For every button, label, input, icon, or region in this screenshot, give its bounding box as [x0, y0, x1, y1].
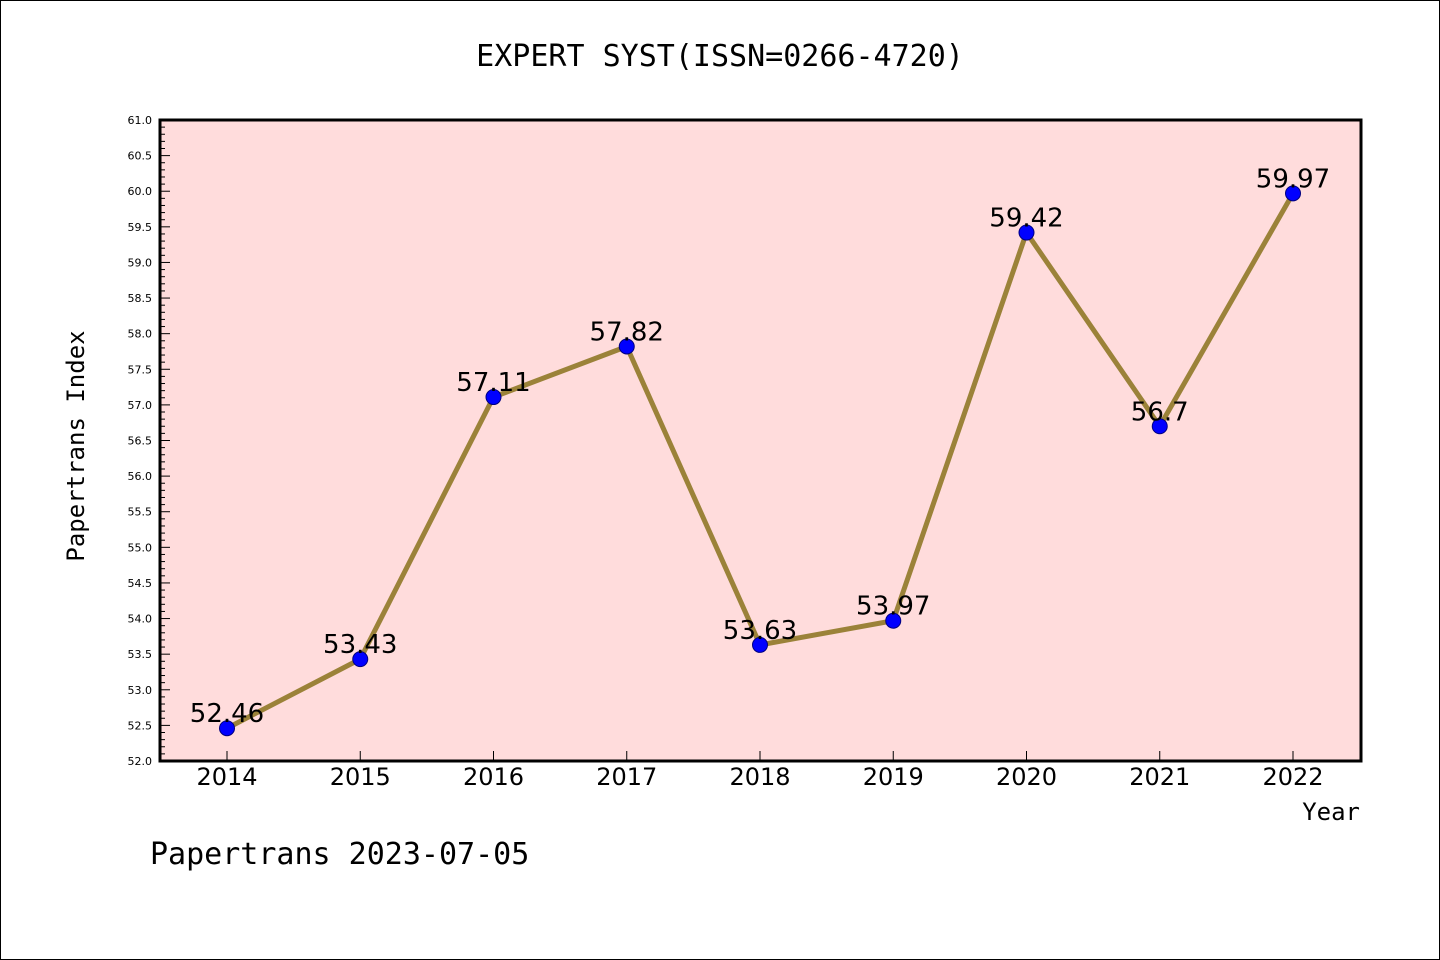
data-label: 52.46 [190, 699, 264, 729]
y-tick-label: 53.5 [128, 648, 153, 661]
data-label: 53.97 [856, 592, 930, 622]
plot-area [160, 120, 1361, 761]
y-tick-label: 56.5 [128, 435, 153, 448]
y-tick-label: 59.5 [128, 221, 153, 234]
data-point [618, 338, 635, 355]
y-tick-label: 56.0 [128, 470, 153, 483]
data-label: 59.42 [989, 204, 1063, 234]
x-tick-label: 2015 [330, 763, 391, 791]
data-labels: 52.46 53.43 57.11 57.82 53.63 53.97 59.42 56.7 5… [190, 164, 1330, 729]
data-point [752, 636, 768, 653]
y-tick-label: 52.0 [128, 755, 153, 768]
x-axis-label: Year [1302, 798, 1360, 826]
data-point [1285, 185, 1301, 202]
y-tick-label: 60.0 [128, 185, 153, 198]
data-label: 53.63 [723, 616, 797, 646]
y-tick-label: 53.0 [128, 684, 153, 697]
y-tick-label: 57.5 [128, 363, 153, 376]
y-tick-label: 54.0 [128, 613, 153, 626]
y-tick-label: 60.5 [128, 150, 153, 163]
y-axis-ticks: 52.0 52.5 53.0 53.5 54.0 54.5 55.0 55.5 56.0 56.5… [128, 114, 170, 768]
data-point [1151, 418, 1168, 435]
x-tick-label: 2021 [1129, 763, 1190, 791]
y-tick-label: 57.0 [128, 399, 153, 412]
footer-date-stamp: Papertrans 2023-07-05 [150, 837, 529, 872]
y-tick-label: 58.0 [128, 328, 153, 341]
y-axis-label: Papertrans Index [62, 330, 90, 561]
y-tick-label: 54.5 [128, 577, 153, 590]
x-tick-label: 2017 [596, 763, 657, 791]
data-point [219, 720, 235, 737]
x-tick-label: 2016 [463, 763, 524, 791]
data-point [1018, 224, 1035, 241]
data-label: 59.97 [1256, 164, 1330, 194]
data-point [485, 389, 502, 406]
y-tick-label: 58.5 [128, 292, 153, 305]
y-tick-label: 52.5 [128, 719, 153, 732]
y-tick-label: 61.0 [128, 114, 153, 127]
x-tick-label: 2019 [863, 763, 924, 791]
x-axis-ticks: 2014 2015 2016 2017 2018 2019 2020 2021 2022 [196, 751, 1324, 791]
data-label: 57.11 [456, 368, 530, 398]
data-point [352, 651, 369, 668]
x-tick-label: 2014 [196, 763, 257, 791]
data-point [885, 612, 902, 629]
y-tick-label: 59.0 [128, 256, 153, 269]
data-label: 53.43 [323, 630, 397, 660]
y-tick-label: 55.0 [128, 541, 153, 554]
x-tick-label: 2018 [729, 763, 790, 791]
x-tick-label: 2022 [1262, 763, 1323, 791]
x-tick-label: 2020 [996, 763, 1057, 791]
data-label: 56.7 [1131, 397, 1189, 427]
y-tick-label: 55.5 [128, 506, 153, 519]
plot-border [158, 118, 1363, 763]
data-label: 57.82 [590, 317, 664, 347]
chart-title: EXPERT SYST(ISSN=0266-4720) [476, 39, 964, 74]
data-points [219, 185, 1301, 737]
